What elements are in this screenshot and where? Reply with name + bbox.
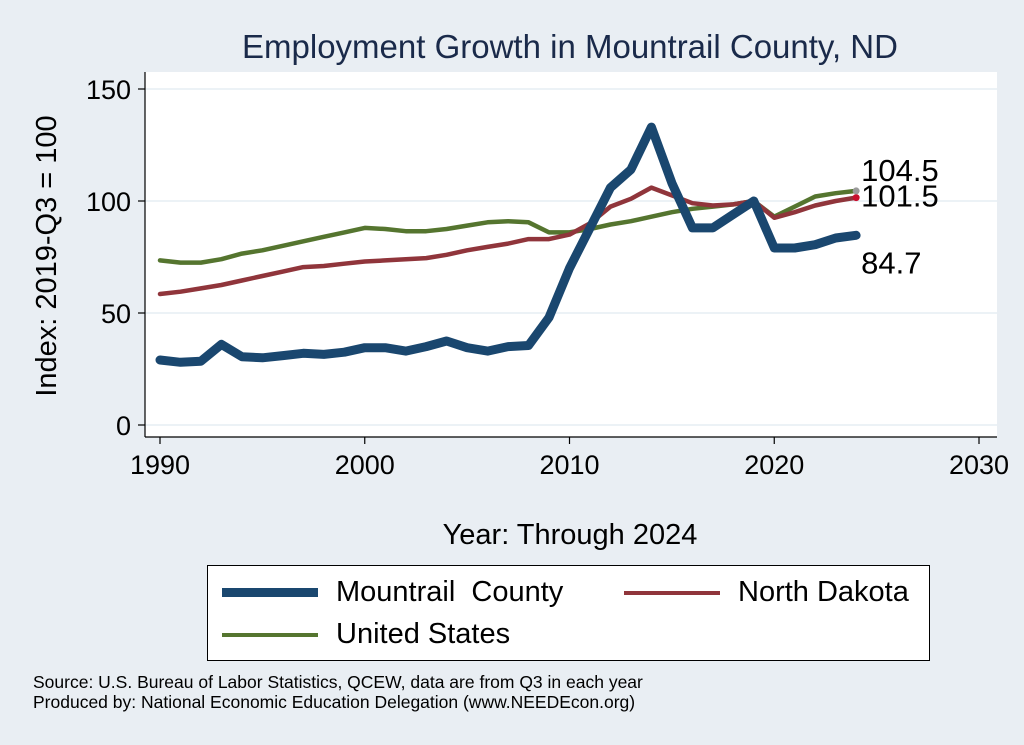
- legend-swatch-united-states: [222, 632, 318, 637]
- end-point-north-dakota: [852, 194, 860, 202]
- series-lines: [155, 122, 861, 367]
- x-tick-label-2000: 2000: [335, 450, 395, 480]
- legend-item-united-states: United States: [222, 618, 510, 651]
- source-note: Source: U.S. Bureau of Labor Statistics,…: [33, 672, 643, 692]
- y-tick-label-0: 0: [116, 411, 131, 441]
- end-point-mountrail: [852, 231, 860, 239]
- legend-label-north-dakota: North Dakota: [738, 576, 909, 608]
- produced-by-note: Produced by: National Economic Education…: [33, 692, 636, 712]
- x-tick-label-2020: 2020: [744, 450, 804, 480]
- plot-area: [145, 72, 997, 437]
- end-label-north-dakota: 101.5: [861, 179, 939, 214]
- axes: 0 50 100 150 1990 2000 2010 2020 2030: [86, 72, 1009, 480]
- x-axis-title: Year: Through 2024: [443, 519, 698, 551]
- legend-item-mountrail: Mountrail County: [222, 576, 563, 609]
- series-line-mountrail: [155, 122, 861, 367]
- y-tick-label-150: 150: [86, 75, 131, 105]
- y-tick-label-100: 100: [86, 187, 131, 217]
- y-tick-label-50: 50: [101, 299, 131, 329]
- legend-label-mountrail: Mountrail County: [336, 576, 564, 608]
- end-label-mountrail: 84.7: [861, 245, 921, 280]
- legend-item-north-dakota: North Dakota: [624, 576, 909, 609]
- x-tick-label-2010: 2010: [539, 450, 599, 480]
- legend-swatch-mountrail: [222, 588, 318, 597]
- end-point-united-states: [852, 187, 860, 195]
- y-axis-title: Index: 2019-Q3 = 100: [31, 115, 63, 396]
- legend: Mountrail County North Dakota United Sta…: [207, 565, 930, 661]
- end-label-united-states: 104.5: [861, 153, 939, 188]
- x-tick-label-2030: 2030: [949, 450, 1009, 480]
- chart-title: Employment Growth in Mountrail County, N…: [242, 28, 898, 65]
- legend-swatch-north-dakota: [624, 590, 720, 595]
- series-line-north-dakota: [157, 185, 859, 297]
- gridlines: [145, 88, 997, 426]
- x-tick-label-1990: 1990: [130, 450, 190, 480]
- legend-label-united-states: United States: [336, 618, 511, 650]
